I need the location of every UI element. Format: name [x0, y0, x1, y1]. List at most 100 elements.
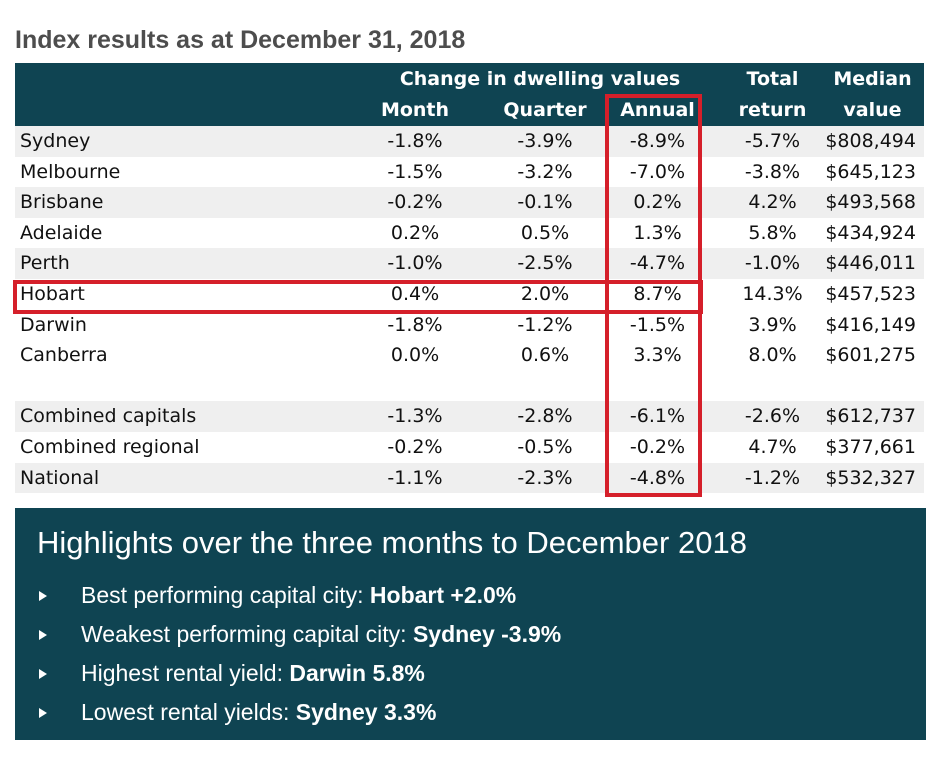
- median-value: $493,568: [825, 191, 916, 214]
- total-return-value: 3.9%: [748, 313, 797, 336]
- table-row: Brisbane -0.2% -0.1% 0.2% 4.2% $493,568: [15, 187, 924, 218]
- annual-value: -0.2%: [629, 435, 686, 458]
- median-value: $601,275: [825, 344, 916, 367]
- region-name: Combined regional: [20, 435, 200, 458]
- highlight-label: Highest rental yield:: [81, 660, 290, 686]
- region-name: Melbourne: [20, 160, 121, 183]
- median-value: $457,523: [825, 282, 916, 305]
- month-value: -1.8%: [387, 130, 443, 152]
- month-value: -0.2%: [387, 191, 443, 214]
- quarter-header: Quarter: [503, 99, 587, 121]
- total-return-value: -3.8%: [744, 160, 801, 183]
- triangle-bullet-icon: [39, 591, 47, 601]
- median-value-header-line1: Median: [833, 68, 912, 90]
- region-name: National: [20, 466, 100, 489]
- annual-value: -8.9%: [629, 130, 686, 152]
- table-row: Combined regional -0.2% -0.5% -0.2% 4.7%…: [15, 432, 924, 463]
- median-value-header-line2: value: [843, 99, 902, 121]
- quarter-value: -3.2%: [517, 160, 573, 183]
- month-value: -1.1%: [387, 466, 443, 489]
- annual-value: 1.3%: [633, 221, 682, 244]
- total-return-value: -5.7%: [744, 130, 801, 152]
- list-item: Weakest performing capital city: Sydney …: [37, 615, 561, 654]
- list-item: Best performing capital city: Hobart +2.…: [37, 576, 561, 615]
- month-header: Month: [380, 99, 450, 121]
- median-value: $377,661: [825, 435, 916, 458]
- total-return-value: 14.3%: [742, 282, 803, 305]
- total-return-value: 8.0%: [748, 344, 797, 367]
- table-row: Combined capitals -1.3% -2.8% -6.1% -2.6…: [15, 401, 924, 432]
- median-value: $808,494: [825, 130, 916, 152]
- spacer-row: [15, 371, 924, 402]
- table-row: National -1.1% -2.3% -4.8% -1.2% $532,32…: [15, 462, 924, 494]
- triangle-bullet-icon: [39, 669, 47, 679]
- median-value: $645,123: [825, 160, 916, 183]
- quarter-value: -0.5%: [517, 435, 573, 458]
- median-value: $416,149: [825, 313, 916, 336]
- annual-value: 8.7%: [633, 282, 682, 305]
- region-name: Canberra: [20, 344, 108, 367]
- change-in-dwelling-values-header: Change in dwelling values: [399, 68, 681, 90]
- annual-value: 3.3%: [633, 344, 682, 367]
- region-name: Brisbane: [20, 191, 104, 214]
- total-return-value: -2.6%: [744, 405, 801, 428]
- quarter-value: 0.6%: [520, 344, 570, 367]
- month-value: -1.5%: [387, 160, 443, 183]
- quarter-value: 0.5%: [520, 221, 570, 244]
- month-value: 0.2%: [390, 221, 440, 244]
- annual-value: 0.2%: [633, 191, 682, 214]
- page-title: Index results as at December 31, 2018: [15, 26, 466, 54]
- region-name: Hobart: [20, 282, 85, 305]
- table-header: Change in dwelling values Month Quarter …: [15, 63, 924, 126]
- highlight-value: Darwin 5.8%: [289, 660, 425, 686]
- region-name: Perth: [20, 252, 70, 275]
- table-row: Hobart 0.4% 2.0% 8.7% 14.3% $457,523: [15, 279, 924, 310]
- annual-header: Annual: [620, 99, 695, 121]
- quarter-value: -3.9%: [517, 130, 573, 152]
- highlights-panel: Highlights over the three months to Dece…: [15, 508, 926, 740]
- highlights-list: Best performing capital city: Hobart +2.…: [37, 576, 561, 732]
- table-row: Canberra 0.0% 0.6% 3.3% 8.0% $601,275: [15, 340, 924, 371]
- median-value: $532,327: [825, 466, 916, 489]
- total-return-header-line2: return: [738, 99, 807, 121]
- table-row: Perth -1.0% -2.5% -4.7% -1.0% $446,011: [15, 248, 924, 279]
- annual-value: -4.8%: [629, 466, 686, 489]
- total-return-value: -1.2%: [744, 466, 801, 489]
- highlight-value: Sydney -3.9%: [412, 621, 562, 647]
- month-value: -0.2%: [387, 435, 443, 458]
- table-row: Adelaide 0.2% 0.5% 1.3% 5.8% $434,924: [15, 218, 924, 249]
- median-value: $612,737: [825, 405, 916, 428]
- annual-value: -7.0%: [629, 160, 686, 183]
- total-return-value: 4.2%: [748, 191, 797, 214]
- highlights-title: Highlights over the three months to Dece…: [37, 525, 747, 560]
- total-return-value: -1.0%: [744, 252, 801, 275]
- region-name: Combined capitals: [20, 405, 197, 428]
- table-row: Melbourne -1.5% -3.2% -7.0% -3.8% $645,1…: [15, 157, 924, 188]
- month-value: -1.8%: [387, 313, 443, 336]
- quarter-value: -1.2%: [517, 313, 573, 336]
- index-results-table: Change in dwelling values Month Quarter …: [15, 63, 924, 494]
- region-name: Darwin: [20, 313, 87, 336]
- quarter-value: -0.1%: [517, 191, 573, 214]
- highlight-value: Hobart +2.0%: [369, 582, 517, 608]
- median-value: $446,011: [825, 252, 916, 275]
- annual-value: -1.5%: [629, 313, 686, 336]
- quarter-value: -2.3%: [517, 466, 573, 489]
- month-value: -1.3%: [387, 405, 443, 428]
- total-return-value: 5.8%: [748, 221, 797, 244]
- month-value: 0.4%: [390, 282, 440, 305]
- table-row: Darwin -1.8% -1.2% -1.5% 3.9% $416,149: [15, 310, 924, 341]
- table-row: Sydney -1.8% -3.9% -8.9% -5.7% $808,494: [15, 126, 924, 157]
- highlight-label: Best performing capital city:: [81, 582, 370, 608]
- quarter-value: -2.5%: [517, 252, 573, 275]
- month-value: 0.0%: [390, 344, 440, 367]
- triangle-bullet-icon: [39, 630, 47, 640]
- region-name: Adelaide: [20, 221, 103, 244]
- month-value: -1.0%: [387, 252, 443, 275]
- highlight-label: Weakest performing capital city:: [81, 621, 413, 647]
- total-return-header-line1: Total: [746, 68, 799, 90]
- total-return-value: 4.7%: [748, 435, 797, 458]
- highlight-value: Sydney 3.3%: [295, 699, 437, 725]
- highlight-label: Lowest rental yields:: [81, 699, 296, 725]
- list-item: Highest rental yield: Darwin 5.8%: [37, 654, 561, 693]
